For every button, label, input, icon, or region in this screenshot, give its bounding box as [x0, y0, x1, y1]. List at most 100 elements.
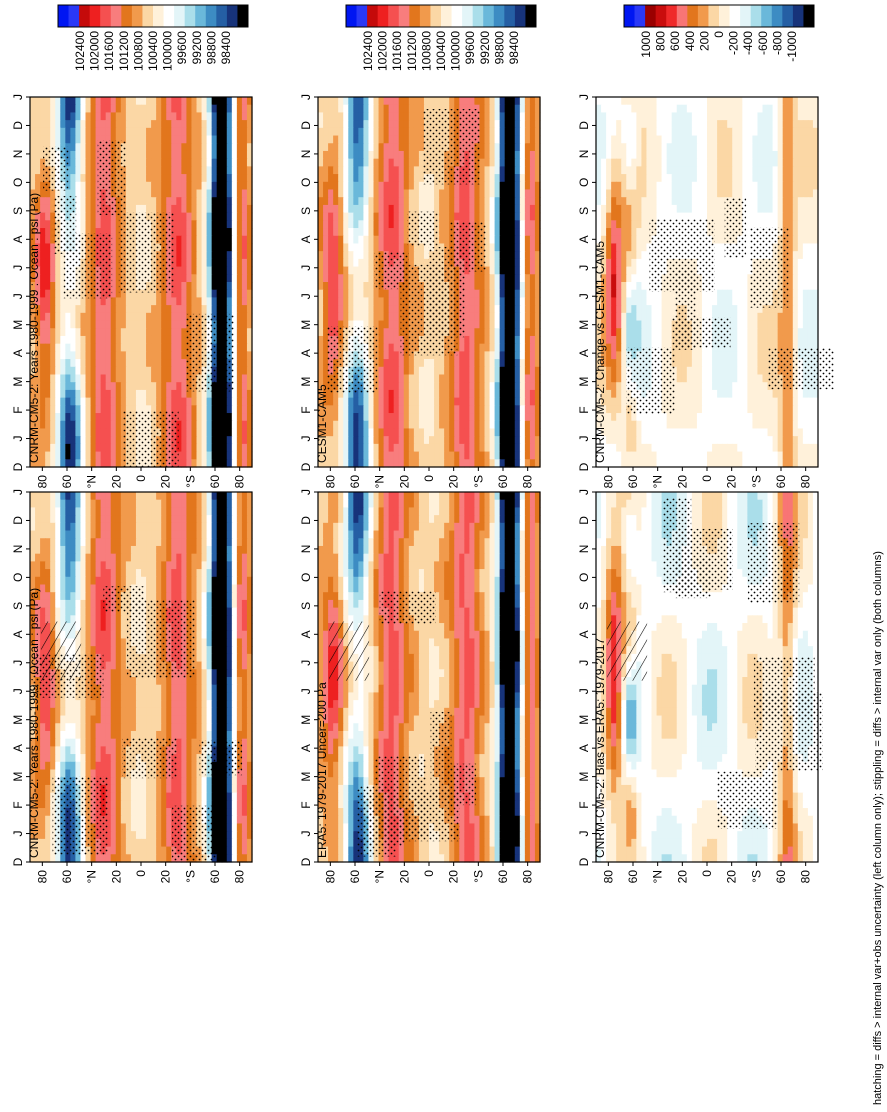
heatmap-cell — [80, 854, 87, 863]
heatmap-cell — [221, 120, 228, 129]
heatmap-cell — [30, 220, 36, 229]
heatmap-cell — [236, 282, 243, 291]
heatmap-cell — [166, 297, 172, 306]
heatmap-cell — [201, 777, 208, 786]
heatmap-cell — [135, 197, 142, 206]
heatmap-cell — [100, 761, 107, 771]
heatmap-cell — [226, 707, 233, 717]
heatmap-cell — [186, 420, 193, 430]
heatmap-cell — [50, 507, 56, 516]
heatmap-cell — [519, 561, 526, 570]
heatmap-cell — [489, 569, 496, 578]
heatmap-cell — [509, 507, 516, 516]
heatmap-cell — [459, 569, 465, 578]
heatmap-cell — [236, 413, 243, 422]
heatmap-cell — [186, 553, 193, 562]
heatmap-cell — [100, 397, 107, 406]
heatmap-cell — [241, 189, 248, 198]
heatmap-cell — [236, 777, 243, 786]
heatmap-cell — [156, 104, 162, 114]
heatmap-cell — [323, 499, 329, 509]
heatmap-cell — [40, 738, 46, 747]
heatmap-cell — [429, 545, 435, 555]
heatmap-cell — [429, 515, 435, 524]
heatmap-cell — [186, 436, 193, 445]
heatmap-cell — [70, 615, 77, 624]
heatmap-cell — [60, 366, 66, 376]
heatmap-cell — [166, 366, 172, 376]
heatmap-cell — [120, 677, 127, 686]
heatmap-cell — [176, 569, 182, 578]
heatmap-cell — [241, 374, 248, 383]
heatmap-cell — [494, 507, 501, 516]
heatmap-cell — [246, 700, 253, 709]
heatmap-cell — [130, 343, 137, 352]
heatmap-cell — [231, 576, 238, 586]
heatmap-cell — [75, 569, 82, 578]
heatmap-cell — [166, 576, 172, 586]
heatmap-cell — [403, 515, 410, 524]
heatmap-cell — [368, 592, 375, 601]
heatmap-cell — [45, 305, 51, 314]
heatmap-cell — [201, 522, 208, 532]
heatmap-cell — [161, 515, 167, 524]
heatmap-cell — [429, 507, 435, 516]
heatmap-cell — [50, 576, 56, 586]
heatmap-cell — [35, 104, 41, 114]
heatmap-cell — [231, 104, 238, 114]
heatmap-cell — [246, 692, 253, 701]
heatmap-cell — [45, 854, 51, 863]
heatmap-cell — [454, 530, 460, 539]
heatmap-cell — [166, 684, 172, 694]
heatmap-cell — [499, 530, 506, 539]
heatmap-cell — [75, 538, 82, 547]
heatmap-cell — [110, 661, 117, 670]
heatmap-cell — [459, 530, 465, 539]
heatmap-cell — [30, 723, 36, 732]
heatmap-cell — [236, 112, 243, 121]
heatmap-cell — [236, 561, 243, 570]
heatmap-cell — [146, 831, 152, 840]
heatmap-cell — [135, 120, 142, 129]
heatmap-cell — [206, 228, 213, 237]
heatmap-cell — [80, 746, 87, 755]
heatmap-cell — [529, 515, 536, 524]
heatmap-cell — [236, 522, 243, 532]
heatmap-cell — [40, 792, 46, 801]
heatmap-cell — [196, 730, 203, 740]
heatmap-cell — [50, 204, 56, 214]
heatmap-cell — [115, 243, 122, 252]
heatmap-cell — [191, 700, 198, 709]
heatmap-cell — [196, 545, 203, 555]
heatmap-cell — [191, 553, 198, 562]
heatmap-cell — [120, 838, 127, 848]
heatmap-cell — [120, 515, 127, 524]
heatmap-cell — [171, 389, 177, 399]
heatmap-cell — [70, 312, 77, 322]
heatmap-cell — [241, 220, 248, 229]
heatmap-cell — [186, 538, 193, 547]
heatmap-cell — [135, 507, 142, 516]
heatmap-cell — [444, 530, 450, 539]
heatmap-cell — [75, 443, 82, 453]
heatmap-cell — [201, 451, 208, 460]
heatmap-cell — [35, 823, 41, 832]
heatmap-cell — [151, 351, 157, 360]
heatmap-cell — [191, 515, 198, 524]
heatmap-cell — [196, 723, 203, 732]
heatmap-cell — [246, 522, 253, 532]
heatmap-cell — [90, 143, 97, 152]
heatmap-cell — [135, 492, 142, 501]
heatmap-cell — [221, 623, 228, 632]
heatmap-cell — [30, 599, 36, 609]
heatmap-cell — [196, 197, 203, 206]
heatmap-cell — [65, 761, 71, 771]
heatmap-cell — [434, 584, 440, 593]
heatmap-cell — [226, 599, 233, 609]
heatmap-cell — [211, 212, 218, 221]
heatmap-cell — [166, 181, 172, 191]
heatmap-cell — [211, 800, 218, 809]
heatmap-cell — [35, 181, 41, 191]
heatmap-cell — [125, 158, 132, 167]
heatmap-cell — [171, 538, 177, 547]
